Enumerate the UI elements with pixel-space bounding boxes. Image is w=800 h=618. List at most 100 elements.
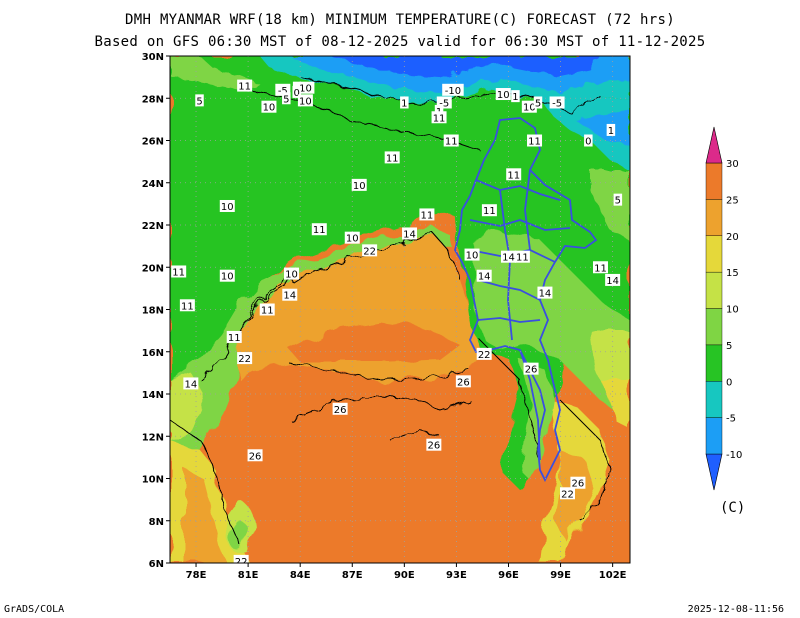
contour-label-bg	[476, 269, 492, 282]
contour-label-bg	[259, 303, 275, 316]
contour-label-bg	[247, 449, 263, 462]
contour-label-bg	[297, 94, 313, 107]
contour-label: 26	[523, 362, 539, 376]
contour-label-bg	[443, 134, 459, 147]
contour-label-bg	[171, 265, 187, 278]
colorbar-label: -5	[726, 414, 736, 425]
contour-label-bg	[537, 286, 553, 299]
contour-label: 26	[426, 438, 442, 452]
lat-tick-label: 24N	[142, 179, 164, 190]
contour-label-text: 14	[606, 276, 619, 287]
lon-tick-label: 96E	[498, 570, 519, 581]
contour-label-text: 22	[561, 489, 574, 500]
lon-tick-label: 102E	[599, 570, 627, 581]
contour-label-bg	[183, 377, 199, 390]
contour-label-bg	[455, 375, 471, 388]
contour-label-bg	[219, 269, 235, 282]
contour-label: 14	[537, 286, 553, 300]
contour-label-bg	[613, 193, 623, 206]
contour-label: 14	[476, 269, 492, 283]
contour-label: 11	[237, 79, 253, 93]
contour-label: 11	[527, 134, 543, 148]
contour-label: 11	[481, 204, 497, 217]
contour-label-text: 11	[238, 82, 251, 93]
contour-label-bg	[237, 352, 253, 365]
contour-label-bg	[179, 299, 195, 312]
lat-tick-label: 18N	[142, 306, 164, 317]
contour-label: 10	[219, 269, 235, 283]
contour-label-text: 11	[261, 306, 274, 317]
contour-label-text: 11	[528, 137, 541, 148]
contour-label-bg	[419, 208, 435, 221]
colorbar-label: -10	[726, 450, 742, 461]
contour-label: 5	[282, 92, 291, 105]
contour-label-bg	[282, 288, 298, 301]
map-title: DMH MYANMAR WRF(18 km) MINIMUM TEMPERATU…	[125, 12, 675, 28]
contour-label: 10	[521, 100, 537, 114]
generation-timestamp: 2025-12-08-11:56	[687, 604, 784, 615]
contour-label-bg	[431, 111, 447, 124]
contour-label-text: 1	[512, 92, 518, 103]
contour-label-text: 22	[238, 354, 251, 365]
colorbar-segment	[705, 162, 723, 200]
colorbar-segment	[705, 417, 723, 455]
contour-label: 11	[179, 299, 195, 312]
colorbar-segment	[705, 344, 723, 382]
contour-label: 22	[560, 487, 576, 500]
contour-label-text: 14	[184, 379, 197, 390]
contour-label: 14	[402, 227, 418, 240]
contour-label-text: 14	[403, 229, 416, 240]
contour-label-text: 26	[334, 405, 347, 416]
contour-label-text: 1	[608, 126, 614, 137]
contour-label-text: 26	[457, 377, 470, 388]
contour-label-bg	[426, 438, 442, 451]
contour-label-text: 11	[172, 267, 185, 278]
contour-label: 11	[419, 208, 435, 221]
contour-label-bg	[362, 244, 378, 257]
contour-label: 22	[476, 347, 492, 361]
contour-label-bg	[481, 204, 497, 217]
temperature-field: 115-5-10501010-101-5111101105-5101111111…	[170, 56, 630, 563]
contour-label-text: 26	[249, 451, 262, 462]
contour-label: 5	[533, 96, 543, 109]
contour-label-bg	[527, 134, 543, 147]
lat-tick-label: 30N	[142, 52, 164, 63]
colorbar-segment	[705, 235, 723, 273]
contour-label: 10	[219, 199, 235, 213]
contour-label-bg	[332, 402, 348, 415]
contour-label-bg	[195, 94, 204, 107]
contour-label-text: -5	[552, 98, 562, 109]
map-subtitle: Based on GFS 06:30 MST of 08-12-2025 val…	[94, 34, 706, 50]
colorbar-label: 15	[726, 268, 739, 279]
contour-label-text: 26	[525, 365, 538, 376]
contour-label: 1	[606, 123, 616, 137]
contour-label-text: -5	[278, 86, 288, 97]
contour-label-text: 11	[445, 137, 458, 148]
contour-label: 10	[464, 248, 480, 262]
lon-tick-label: 93E	[446, 570, 467, 581]
lon-tick-label: 78E	[186, 570, 207, 581]
contour-label-bg	[606, 123, 616, 136]
contour-label-text: 10	[346, 234, 359, 245]
contour-label-text: 10	[497, 90, 510, 101]
lat-tick-label: 10N	[142, 475, 164, 486]
contour-label: 26	[455, 375, 471, 388]
contour-label: 10	[297, 94, 313, 107]
contour-label: 0	[292, 85, 301, 99]
contour-label-bg	[311, 223, 327, 236]
contour-label-text: 11	[421, 210, 434, 221]
colorbar-segment	[705, 271, 723, 309]
lat-tick-label: 8N	[149, 517, 164, 528]
lat-tick-label: 28N	[142, 94, 164, 105]
contour-label-text: 11	[507, 170, 520, 181]
contour-label-bg	[605, 273, 621, 286]
contour-label: 10	[351, 178, 367, 192]
contour-label: -10	[442, 83, 464, 97]
contour-label-text: 14	[478, 272, 491, 283]
colorbar-label: 20	[726, 232, 739, 243]
contour-label: 14	[605, 273, 621, 287]
contour-label-text: 0	[294, 88, 300, 99]
lat-tick-label: 12N	[142, 432, 164, 443]
contour-label-text: 11	[433, 113, 446, 124]
contour-label-bg	[464, 248, 480, 261]
